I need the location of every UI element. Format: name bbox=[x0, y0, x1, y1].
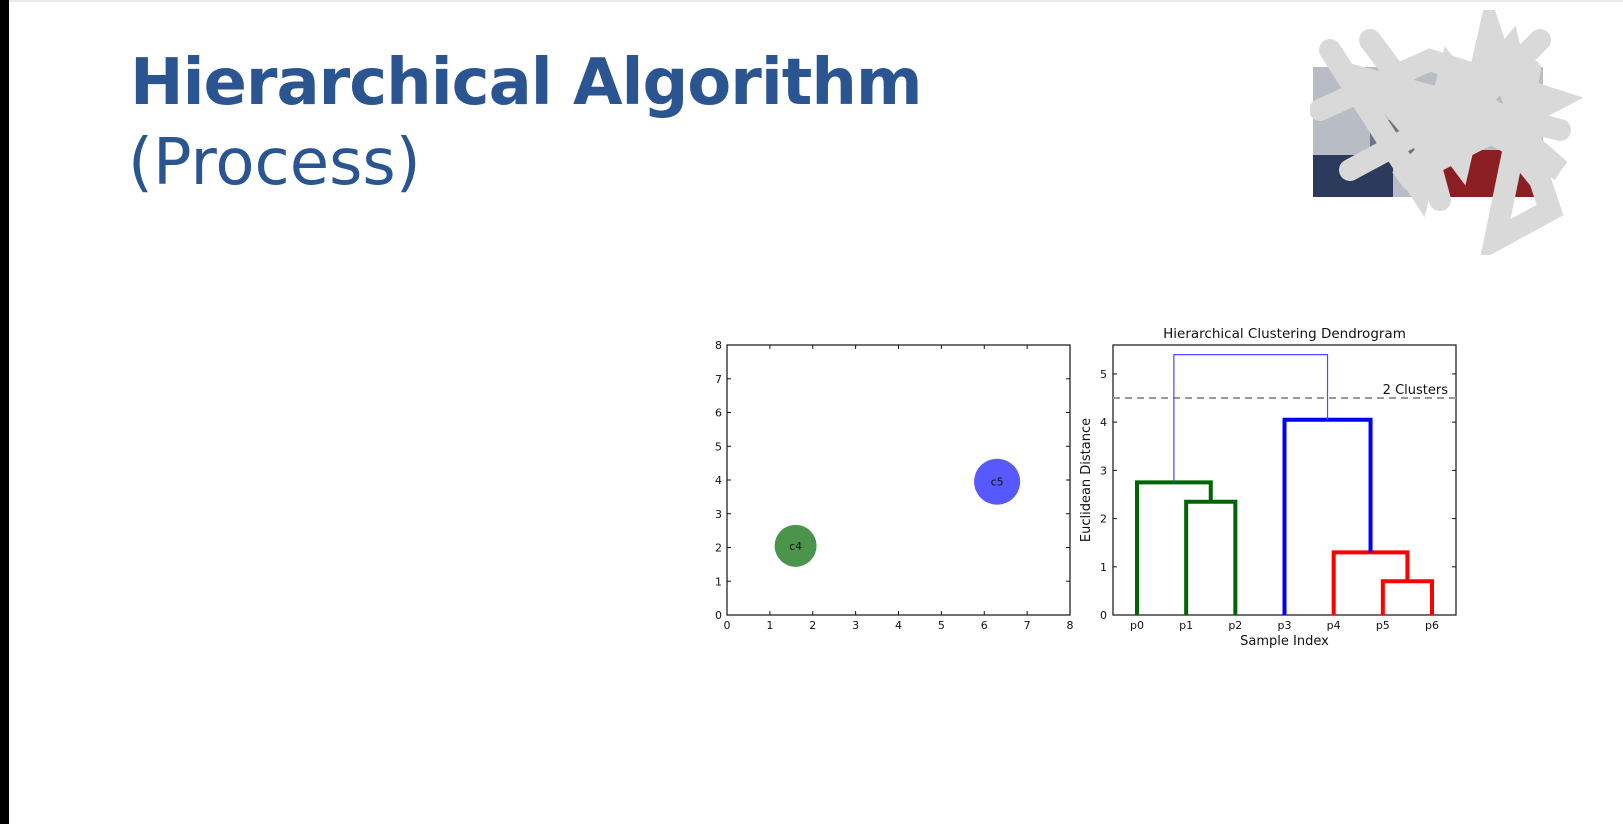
dendrogram-leaf-label-p4: p4 bbox=[1327, 619, 1341, 632]
cluster-point-label: c4 bbox=[789, 540, 802, 553]
scatter-x-tick-label: 7 bbox=[1024, 619, 1031, 632]
dendrogram-leaf-label-p3: p3 bbox=[1278, 619, 1292, 632]
scatter-x-tick-label: 3 bbox=[852, 619, 859, 632]
scatter-x-tick-label: 2 bbox=[809, 619, 816, 632]
scatter-y-tick-label: 8 bbox=[715, 339, 722, 352]
dendrogram-y-tick-label: 2 bbox=[1100, 513, 1107, 526]
left-black-bar bbox=[0, 0, 9, 824]
dendrogram-leaf-label-p2: p2 bbox=[1228, 619, 1242, 632]
dendrogram-y-tick-label: 0 bbox=[1100, 609, 1107, 622]
webcam-overlay-redacted bbox=[1310, 10, 1584, 255]
scatter-x-tick-label: 0 bbox=[724, 619, 731, 632]
cluster-point-c4 bbox=[774, 524, 817, 567]
scatter-y-tick-label: 2 bbox=[715, 542, 722, 555]
dendrogram-title: Hierarchical Clustering Dendrogram bbox=[1163, 326, 1406, 342]
scatter-y-tick-label: 5 bbox=[715, 440, 722, 453]
scatter-y-tick-label: 3 bbox=[715, 508, 722, 521]
scatter-y-tick-label: 4 bbox=[715, 474, 722, 487]
top-border-line bbox=[9, 0, 1623, 2]
dendrogram-y-tick-label: 4 bbox=[1100, 416, 1107, 429]
dendrogram-leaf-label-p1: p1 bbox=[1179, 619, 1193, 632]
scatter-chart: 0 1 2 3 4 5 6 7 8 0 1 2 3 4 5 6 7 8 c4 c5 bbox=[715, 339, 1074, 632]
dendrogram-y-tick-label: 3 bbox=[1100, 464, 1107, 477]
dendrogram-leaf-label-p0: p0 bbox=[1130, 619, 1144, 632]
scatter-y-tick-label: 0 bbox=[715, 609, 722, 622]
dendrogram-y-tick-label: 1 bbox=[1100, 561, 1107, 574]
slide-title: Hierarchical Algorithm bbox=[130, 46, 923, 120]
cluster-point-label: c5 bbox=[991, 476, 1004, 489]
scatter-x-tick-label: 5 bbox=[938, 619, 945, 632]
scatter-y-tick-label: 6 bbox=[715, 407, 722, 420]
slide-subtitle: (Process) bbox=[128, 126, 421, 200]
dendrogram-y-tick-label: 5 bbox=[1100, 368, 1107, 381]
threshold-label: 2 Clusters bbox=[1383, 383, 1449, 398]
scatter-y-tick-label: 7 bbox=[715, 373, 722, 386]
scatter-x-tick-label: 8 bbox=[1067, 619, 1074, 632]
scatter-x-tick-label: 4 bbox=[895, 619, 902, 632]
dendrogram-link-5 bbox=[1173, 354, 1329, 483]
scatter-y-tick-label: 1 bbox=[715, 575, 722, 588]
dendrogram-link-4 bbox=[1135, 480, 1213, 615]
scatter-x-tick-label: 1 bbox=[766, 619, 773, 632]
dendrogram-x-axis-title: Sample Index bbox=[1240, 634, 1329, 649]
scatter-x-tick-label: 6 bbox=[981, 619, 988, 632]
dendrogram-leaf-label-p5: p5 bbox=[1376, 619, 1390, 632]
cluster-point-c5 bbox=[974, 458, 1021, 505]
dendrogram-chart: Hierarchical Clustering Dendrogram 0 1 2 3 4 5… bbox=[1079, 326, 1457, 649]
dendrogram-leaf-label-p6: p6 bbox=[1425, 619, 1439, 632]
dendrogram-y-axis-title: Euclidean Distance bbox=[1079, 418, 1094, 542]
